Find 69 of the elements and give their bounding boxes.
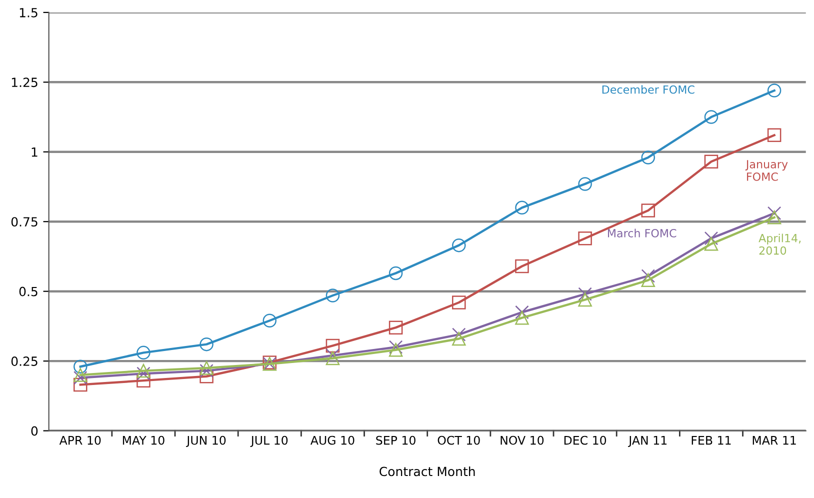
point	[515, 200, 529, 215]
point	[326, 348, 340, 362]
point	[74, 360, 88, 374]
point	[326, 351, 340, 366]
point	[704, 237, 718, 251]
y-tick-label: 1.5	[20, 8, 38, 18]
point	[388, 266, 403, 280]
point	[74, 368, 88, 382]
point	[578, 287, 592, 301]
y-tick-label: 1	[32, 148, 38, 157]
point	[388, 343, 403, 357]
point	[388, 320, 403, 334]
point	[200, 370, 214, 384]
point	[515, 310, 529, 325]
x-tick-label: APR 10	[59, 436, 101, 445]
point	[704, 154, 718, 169]
x-tick-label: FEB 11	[692, 436, 731, 445]
y-tick-label: 1.25	[12, 78, 38, 88]
text: December FOMC	[602, 85, 694, 94]
point	[767, 128, 782, 142]
x-tick-label: NOV 10	[500, 436, 544, 445]
y-tick-label: 0.5	[19, 286, 38, 296]
point	[200, 337, 214, 352]
point	[767, 210, 782, 224]
point	[326, 288, 340, 302]
series-label: April14, 2010	[758, 234, 801, 255]
x-tick-label: MAR 11	[752, 436, 796, 445]
x-tick-label: OCT 10	[438, 436, 480, 445]
point	[452, 296, 466, 310]
point	[641, 273, 656, 288]
point	[326, 338, 340, 353]
point	[388, 340, 403, 354]
point	[641, 150, 656, 164]
point	[452, 238, 466, 252]
point	[515, 259, 529, 274]
x-tick-label: JAN 11	[628, 436, 667, 447]
x-tick-label: SEP 10	[376, 436, 416, 445]
point	[578, 231, 592, 246]
x-tick-label: JUN 10	[186, 436, 226, 447]
point	[262, 314, 277, 328]
series-label: January FOMC	[745, 160, 788, 181]
point	[200, 361, 214, 375]
point	[578, 292, 592, 307]
point	[74, 370, 88, 385]
point	[452, 332, 466, 346]
point	[704, 110, 718, 124]
y-tick-label: 0.25	[11, 356, 38, 366]
point	[136, 374, 150, 388]
point	[452, 328, 466, 342]
y-tick-label: 0	[31, 426, 38, 436]
x-axis-title: Contract Month	[380, 466, 475, 476]
x-tick-label: JUL 10	[250, 436, 288, 447]
series-label: March FOMC	[608, 228, 676, 238]
point	[136, 346, 150, 360]
x-tick-label: AUG 10	[310, 436, 354, 445]
y-tick-label: 0.75	[11, 217, 38, 227]
point	[200, 364, 214, 378]
point	[641, 204, 656, 218]
point	[767, 206, 782, 220]
point	[578, 177, 592, 191]
point	[704, 231, 718, 246]
point	[74, 378, 88, 392]
point	[767, 84, 782, 98]
point	[136, 364, 150, 378]
x-tick-label: DEC 10	[564, 436, 606, 445]
x-tick-label: MAY 10	[122, 436, 164, 445]
point	[515, 305, 529, 320]
point	[136, 366, 150, 380]
point	[641, 269, 656, 283]
